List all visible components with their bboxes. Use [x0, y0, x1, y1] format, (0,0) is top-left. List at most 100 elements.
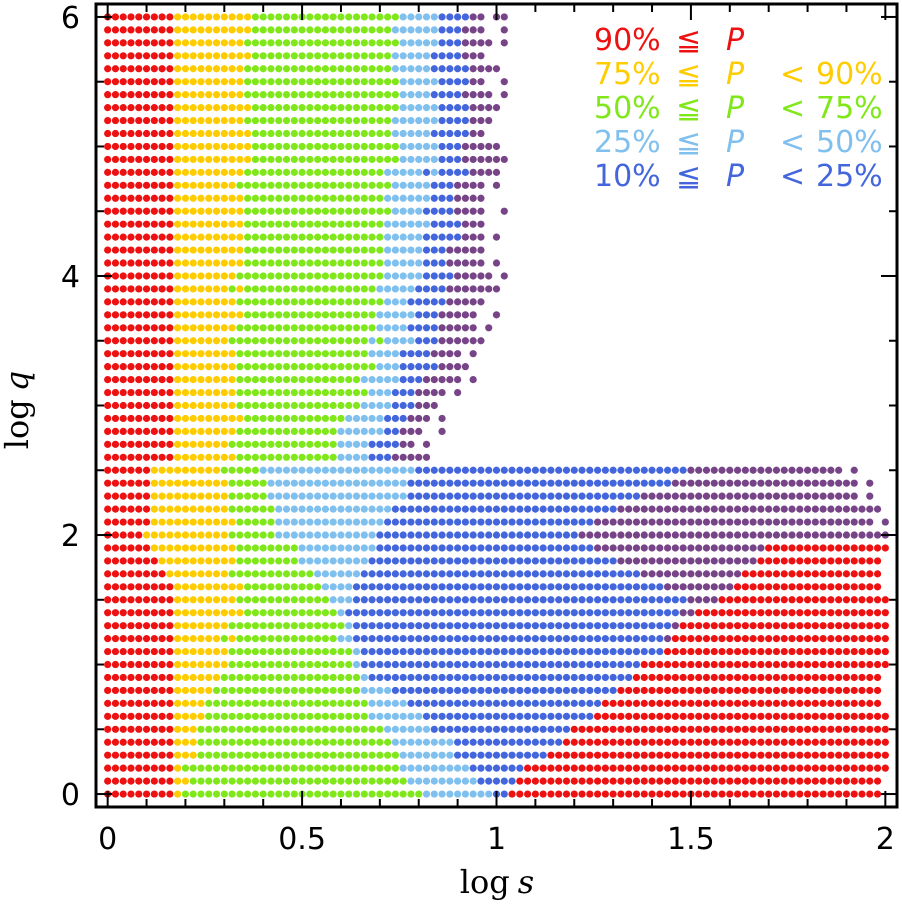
data-point: [282, 207, 291, 215]
data-point: [174, 453, 182, 461]
data-point: [376, 220, 384, 228]
data-point: [415, 751, 423, 759]
data-point: [524, 479, 532, 487]
data-point: [881, 635, 889, 643]
data-point: [314, 751, 322, 759]
data-point: [827, 673, 835, 682]
data-point: [212, 350, 221, 358]
data-point: [360, 259, 368, 267]
data-point: [516, 673, 524, 682]
data-point: [446, 324, 454, 332]
data-point: [399, 440, 407, 448]
data-point: [360, 790, 368, 798]
data-point: [166, 272, 174, 280]
data-point: [640, 466, 648, 474]
data-point: [197, 259, 205, 267]
data-point: [640, 699, 648, 707]
data-point: [119, 272, 127, 280]
data-point: [119, 790, 127, 798]
data-point: [454, 725, 462, 733]
data-point: [166, 26, 174, 34]
data-point: [228, 557, 236, 565]
data-point: [384, 311, 392, 319]
data-point: [469, 350, 477, 358]
data-point: [873, 699, 882, 707]
data-point: [158, 570, 166, 578]
data-point: [267, 13, 275, 21]
data-point: [850, 492, 858, 500]
data-point: [345, 388, 353, 397]
data-point: [104, 52, 112, 60]
data-point: [236, 26, 244, 34]
data-point: [337, 557, 345, 565]
data-point: [205, 337, 213, 345]
data-point: [866, 583, 874, 591]
data-point: [290, 738, 298, 746]
data-point: [298, 272, 306, 280]
data-point: [835, 570, 843, 578]
data-point: [835, 790, 843, 798]
data-point: [244, 181, 252, 189]
data-point: [858, 686, 866, 695]
data-point: [321, 673, 330, 682]
data-point: [477, 751, 485, 759]
data-point: [306, 505, 314, 513]
data-point: [111, 324, 120, 332]
data-point: [181, 65, 190, 73]
data-point: [632, 518, 641, 526]
data-point: [298, 350, 306, 358]
data-point: [352, 647, 361, 656]
data-point: [407, 52, 415, 60]
data-point: [858, 699, 866, 707]
data-point: [251, 285, 260, 293]
data-point: [275, 622, 283, 630]
data-point: [811, 725, 819, 733]
data-point: [562, 466, 571, 474]
data-point: [244, 168, 252, 176]
data-point: [166, 129, 174, 138]
data-point: [648, 647, 656, 656]
data-point: [142, 376, 151, 384]
data-point: [827, 777, 835, 785]
data-point: [555, 764, 563, 772]
data-point: [220, 479, 228, 487]
data-point: [477, 13, 485, 21]
data-point: [220, 91, 228, 99]
data-point: [539, 505, 547, 513]
data-point: [632, 596, 641, 604]
data-point: [454, 207, 462, 215]
data-point: [150, 233, 158, 241]
data-point: [555, 738, 563, 746]
data-point: [446, 233, 454, 241]
data-point: [282, 751, 291, 759]
data-point: [422, 479, 431, 487]
data-point: [609, 738, 617, 746]
data-point: [197, 751, 205, 759]
data-point: [119, 712, 127, 720]
data-point: [135, 311, 143, 319]
data-point: [329, 414, 337, 423]
data-point: [306, 583, 314, 591]
data-point: [135, 764, 143, 772]
data-point: [205, 570, 213, 578]
data-point: [617, 712, 625, 720]
data-point: [718, 790, 726, 798]
data-point: [617, 751, 625, 759]
legend-lt: <: [780, 159, 805, 194]
data-point: [850, 479, 858, 487]
data-point: [446, 129, 454, 138]
data-point: [275, 52, 283, 60]
data-point: [150, 194, 158, 202]
data-point: [352, 181, 361, 189]
data-point: [772, 531, 781, 539]
data-point: [578, 635, 586, 643]
data-point: [376, 246, 384, 254]
data-point: [757, 609, 765, 617]
data-point: [259, 699, 267, 707]
data-point: [562, 712, 571, 720]
data-point: [119, 207, 127, 215]
data-point: [345, 673, 353, 682]
data-point: [282, 686, 291, 695]
data-point: [189, 557, 197, 565]
data-point: [539, 751, 547, 759]
